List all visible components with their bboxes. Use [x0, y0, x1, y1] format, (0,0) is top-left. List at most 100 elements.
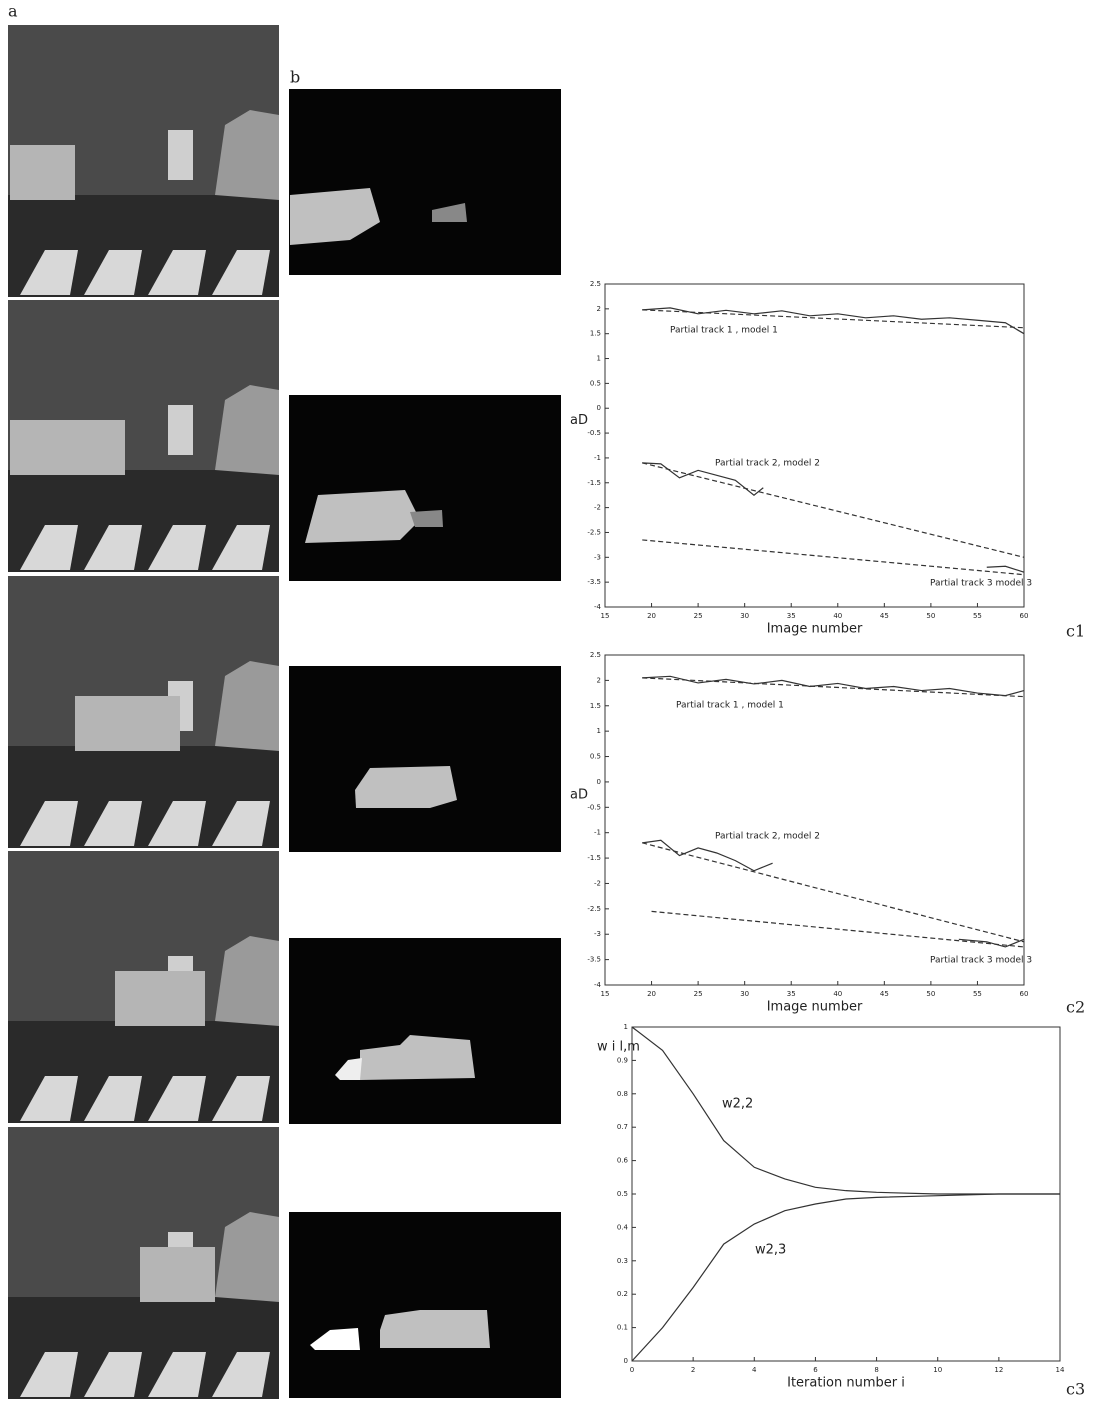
x-tick-label: 25: [694, 990, 703, 998]
segment: [360, 1035, 475, 1080]
crosswalk-stripe: [148, 1076, 206, 1121]
crosswalk-stripe: [148, 525, 206, 570]
y-tick-label: 0.5: [617, 1190, 628, 1198]
crosswalk-stripe: [84, 1076, 142, 1121]
annotation: Partial track 3 model 3: [930, 579, 1032, 589]
y-tick-label: -0.5: [587, 803, 601, 811]
segment: [335, 1058, 362, 1080]
x-tick-label: 60: [1020, 612, 1029, 620]
series-line: [642, 677, 1025, 698]
y-tick-label: 0.9: [617, 1056, 628, 1064]
y-tick-label: 0: [597, 778, 601, 786]
y-tick-label: 0: [597, 404, 601, 412]
annotation: Partial track 1 , model 1: [670, 326, 778, 336]
segment: [355, 766, 457, 808]
series-line: [651, 910, 1025, 948]
x-tick-label: 12: [994, 1366, 1003, 1374]
plot-frame: [604, 654, 1025, 986]
x-tick-label: 50: [926, 990, 935, 998]
series-line: [642, 842, 1025, 943]
x-tick-label: 35: [787, 612, 796, 620]
panel-label: c1: [1066, 622, 1085, 641]
crosswalk-stripe: [212, 525, 270, 570]
y-tick-label: -2: [594, 504, 601, 512]
y-tick-label: -4: [594, 981, 602, 989]
annotation: Partial track 2, model 2: [715, 459, 820, 469]
x-tick-label: 20: [647, 612, 656, 620]
crosswalk-stripe: [84, 801, 142, 846]
x-tick-label: 35: [787, 990, 796, 998]
plot-frame: [604, 283, 1025, 608]
y-tick-label: 0.4: [617, 1223, 629, 1231]
x-tick-label: 45: [880, 990, 889, 998]
y-tick-label: 2: [597, 676, 601, 684]
y-tick-label: 0.3: [617, 1257, 628, 1265]
mask-bg: [289, 938, 561, 1124]
y-tick-label: -1: [594, 454, 601, 462]
series-line: [642, 839, 773, 872]
annotation: w2,3: [755, 1243, 786, 1258]
x-tick-label: 25: [694, 612, 703, 620]
mask: [289, 666, 561, 852]
x-tick-label: 10: [933, 1366, 942, 1374]
crosswalk-stripe: [20, 250, 78, 295]
crosswalk-stripe: [148, 1352, 206, 1397]
crosswalk-stripe: [212, 801, 270, 846]
mask-bg: [289, 666, 561, 852]
x-tick-label: 2: [691, 1366, 695, 1374]
series-line: [642, 462, 764, 496]
x-tick-label: 4: [752, 1366, 757, 1374]
segment: [380, 1310, 490, 1348]
x-tick-label: 15: [601, 990, 610, 998]
vehicle: [75, 696, 180, 751]
x-tick-label: 40: [833, 990, 842, 998]
crosswalk-stripe: [212, 1352, 270, 1397]
x-tick-label: 55: [973, 612, 982, 620]
y-tick-label: 2.5: [590, 651, 601, 659]
y-tick-label: -3.5: [587, 578, 601, 586]
segment: [305, 490, 420, 543]
y-tick-label: -4: [594, 603, 602, 611]
y-axis-label: aD: [570, 413, 588, 428]
houses: [215, 110, 279, 200]
crosswalk-stripe: [20, 801, 78, 846]
y-tick-label: -2.5: [587, 528, 601, 536]
photo: [8, 1127, 279, 1399]
x-tick-label: 45: [880, 612, 889, 620]
y-tick-label: 0.5: [590, 753, 601, 761]
y-tick-label: 0.7: [617, 1123, 628, 1131]
mask-bg: [289, 395, 561, 581]
crosswalk-stripe: [20, 1076, 78, 1121]
x-tick-label: 40: [833, 612, 842, 620]
series-line: [642, 462, 1025, 558]
annotation: Partial track 3 model 3: [930, 956, 1032, 966]
houses: [215, 385, 279, 475]
vehicle: [140, 1247, 215, 1302]
y-tick-label: -3: [594, 930, 601, 938]
y-tick-label: 0.8: [617, 1090, 628, 1098]
annotation: Partial track 1 , model 1: [676, 701, 784, 711]
segment: [310, 1328, 360, 1350]
y-tick-label: 2: [597, 305, 601, 313]
crosswalk-stripe: [84, 1352, 142, 1397]
crosswalk-stripe: [148, 801, 206, 846]
series-line: [631, 1026, 1060, 1195]
mask: [289, 1212, 561, 1398]
y-tick-label: 1.5: [590, 330, 601, 338]
crosswalk-stripe: [84, 525, 142, 570]
crosswalk-stripe: [212, 250, 270, 295]
y-tick-label: -1.5: [587, 854, 601, 862]
x-tick-label: 30: [740, 612, 749, 620]
x-tick-label: 8: [874, 1366, 878, 1374]
segment: [410, 510, 443, 527]
y-tick-label: 1: [597, 727, 601, 735]
x-tick-label: 60: [1020, 990, 1029, 998]
y-tick-label: 0.1: [617, 1324, 628, 1332]
vehicle: [115, 971, 205, 1026]
x-tick-label: 0: [630, 1366, 634, 1374]
crosswalk-stripe: [84, 250, 142, 295]
x-tick-label: 15: [601, 612, 610, 620]
y-tick-label: -2: [594, 879, 601, 887]
y-tick-label: -0.5: [587, 429, 601, 437]
